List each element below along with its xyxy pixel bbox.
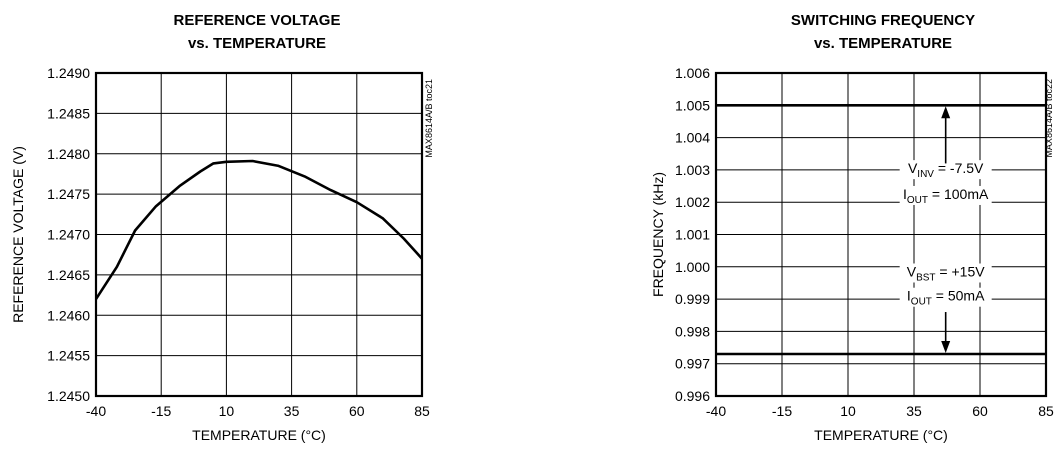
y-axis-label: FREQUENCY (kHz) [650,172,666,297]
annotation-label: IOUT = 100mA [903,186,989,206]
y-tick-label: 1.001 [675,227,710,243]
y-tick-label: 1.2470 [47,227,90,243]
y-tick-label: 1.2450 [47,388,90,404]
y-tick-label: 1.002 [675,194,710,210]
y-tick-label: 1.2455 [47,348,90,364]
arrow-head [941,341,951,354]
chart-title-line: vs. TEMPERATURE [814,35,952,52]
chart-title-line: SWITCHING FREQUENCY [791,12,975,29]
x-tick-label: 60 [349,403,365,419]
arrow-head [941,106,951,119]
y-tick-label: 1.2465 [47,267,90,283]
annotation-backing [899,160,992,180]
y-tick-label: 1.2475 [47,186,90,202]
x-tick-label: 35 [906,403,922,419]
y-axis-label: REFERENCE VOLTAGE (V) [10,146,26,323]
x-tick-label: 60 [972,403,988,419]
series-line [94,159,423,300]
y-tick-label: 1.003 [675,162,710,178]
y-tick-label: 0.997 [675,356,710,372]
annotation-label: VINV = -7.5V [908,160,984,180]
y-tick-label: 1.2490 [47,65,90,81]
reference-voltage-chart: REFERENCE VOLTAGE vs. TEMPERATURE -40 -15 10… [10,12,434,443]
y-tick-label: 1.005 [675,97,710,113]
annotation-backing [899,287,992,307]
chart-title-line: vs. TEMPERATURE [188,35,326,52]
y-tick-label: 1.004 [675,130,710,146]
x-tick-label: 10 [840,403,856,419]
x-tick-label: 10 [219,403,235,419]
x-tick-label: -15 [151,403,171,419]
y-tick-label: 0.996 [675,388,710,404]
x-tick-label: -40 [706,403,726,419]
x-tick-label: 85 [1038,403,1054,419]
figure-id-label: MAX8614A/B toc22 [1044,79,1054,158]
x-tick-label: -40 [86,403,106,419]
x-axis-label: TEMPERATURE (°C) [814,427,948,443]
figure-id-label: MAX8614A/B toc21 [424,79,434,158]
switching-frequency-chart: SWITCHING FREQUENCY vs. TEMPERATURE -40 -15… [650,12,1054,443]
y-tick-label: 0.999 [675,291,710,307]
plot-frame [94,71,424,398]
annotation-label: VBST = +15V [907,263,986,283]
x-tick-label: -15 [772,403,792,419]
chart-title-line: REFERENCE VOLTAGE [174,12,341,29]
y-tick-label: 0.998 [675,323,710,339]
annotation-backing [899,185,992,205]
x-tick-label: 85 [414,403,430,419]
x-tick-label: 35 [284,403,300,419]
y-tick-label: 1.2485 [47,105,90,121]
y-tick-label: 1.000 [675,259,710,275]
y-tick-label: 1.006 [675,65,710,81]
plot-frame [714,71,1048,398]
annotation-label: IOUT = 50mA [907,288,985,308]
x-axis-label: TEMPERATURE (°C) [192,427,326,443]
y-tick-label: 1.2480 [47,146,90,162]
annotation-backing [899,263,992,283]
y-tick-label: 1.2460 [47,307,90,323]
